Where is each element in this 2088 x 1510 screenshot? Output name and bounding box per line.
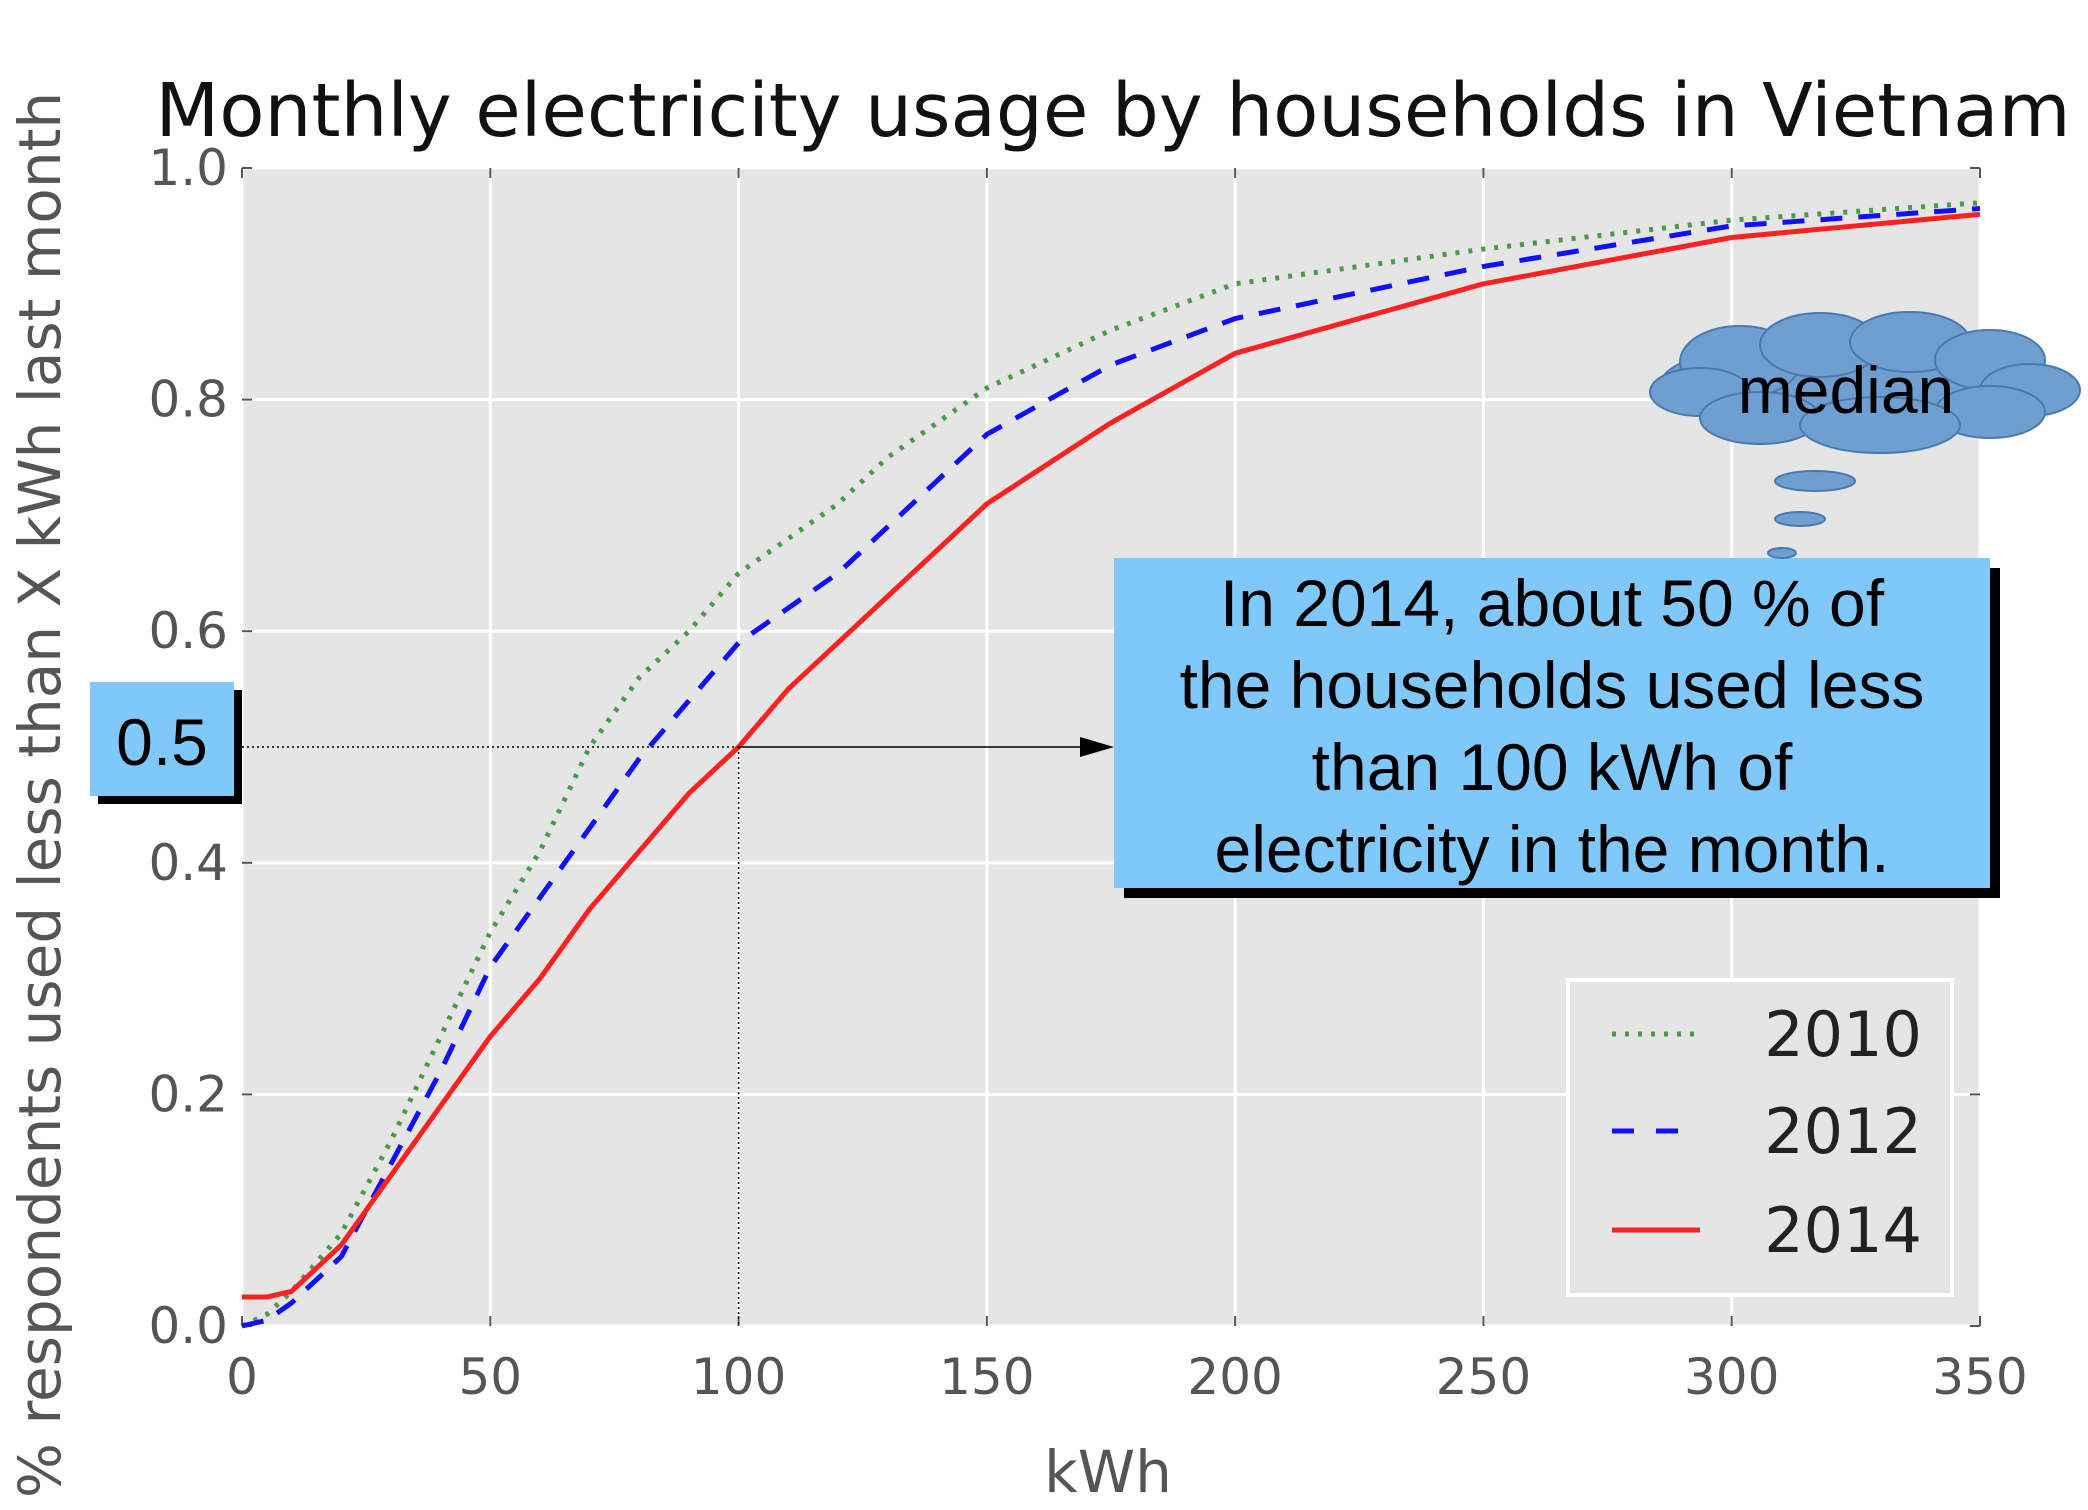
x-tick-label: 150 <box>939 1348 1034 1406</box>
x-tick-label: 50 <box>458 1348 522 1406</box>
y-tick-label: 0.8 <box>148 371 228 429</box>
y-axis-label: % respondents used less than X kWh last … <box>6 92 74 1498</box>
x-tick-label: 0 <box>226 1348 258 1406</box>
x-axis-label: kWh <box>1044 1438 1172 1506</box>
legend-label-2014: 2014 <box>1764 1194 1922 1267</box>
y-tick-label: 1.0 <box>148 139 228 197</box>
legend-label-2012: 2012 <box>1764 1095 1922 1168</box>
median-value-text: 0.5 <box>116 705 208 779</box>
callout-line-2: the households used less <box>1180 648 1925 722</box>
median-value-label: 0.5 <box>90 682 242 804</box>
legend: 2010 2012 2014 <box>1566 978 1954 1297</box>
x-tick-label: 250 <box>1436 1348 1531 1406</box>
y-tick-label: 0.4 <box>148 834 228 892</box>
callout-box: In 2014, about 50 % of the households us… <box>1114 558 2000 898</box>
thought-bubble: median <box>1649 311 2081 559</box>
series-line-2012 <box>241 206 1981 1329</box>
x-tick-label: 350 <box>1932 1348 2027 1406</box>
y-tick-label: 0.6 <box>148 602 228 660</box>
series-line-2014 <box>242 211 1981 1300</box>
callout-line-3: than 100 kWh of <box>1312 730 1793 804</box>
chart-title: Monthly electricity usage by households … <box>155 68 2070 154</box>
callout-arrowhead <box>1080 737 1114 757</box>
x-tick-label: 100 <box>691 1348 786 1406</box>
y-tick-label: 0.2 <box>148 1065 228 1123</box>
callout-line-1: In 2014, about 50 % of <box>1220 566 1885 640</box>
legend-label-2010: 2010 <box>1764 998 1922 1071</box>
x-tick-label: 300 <box>1684 1348 1779 1406</box>
x-tick-label: 200 <box>1187 1348 1282 1406</box>
callout-line-4: electricity in the month. <box>1215 812 1890 886</box>
series-lines <box>240 200 1981 1329</box>
y-tick-label: 0.0 <box>148 1297 228 1355</box>
median-guides <box>242 737 1114 1326</box>
thought-bubble-text: median <box>1738 353 1954 427</box>
tick-labels: 0 50 100 150 200 250 300 350 0.0 0.2 0.4 0.6 0.8 1.0 <box>148 139 2027 1406</box>
